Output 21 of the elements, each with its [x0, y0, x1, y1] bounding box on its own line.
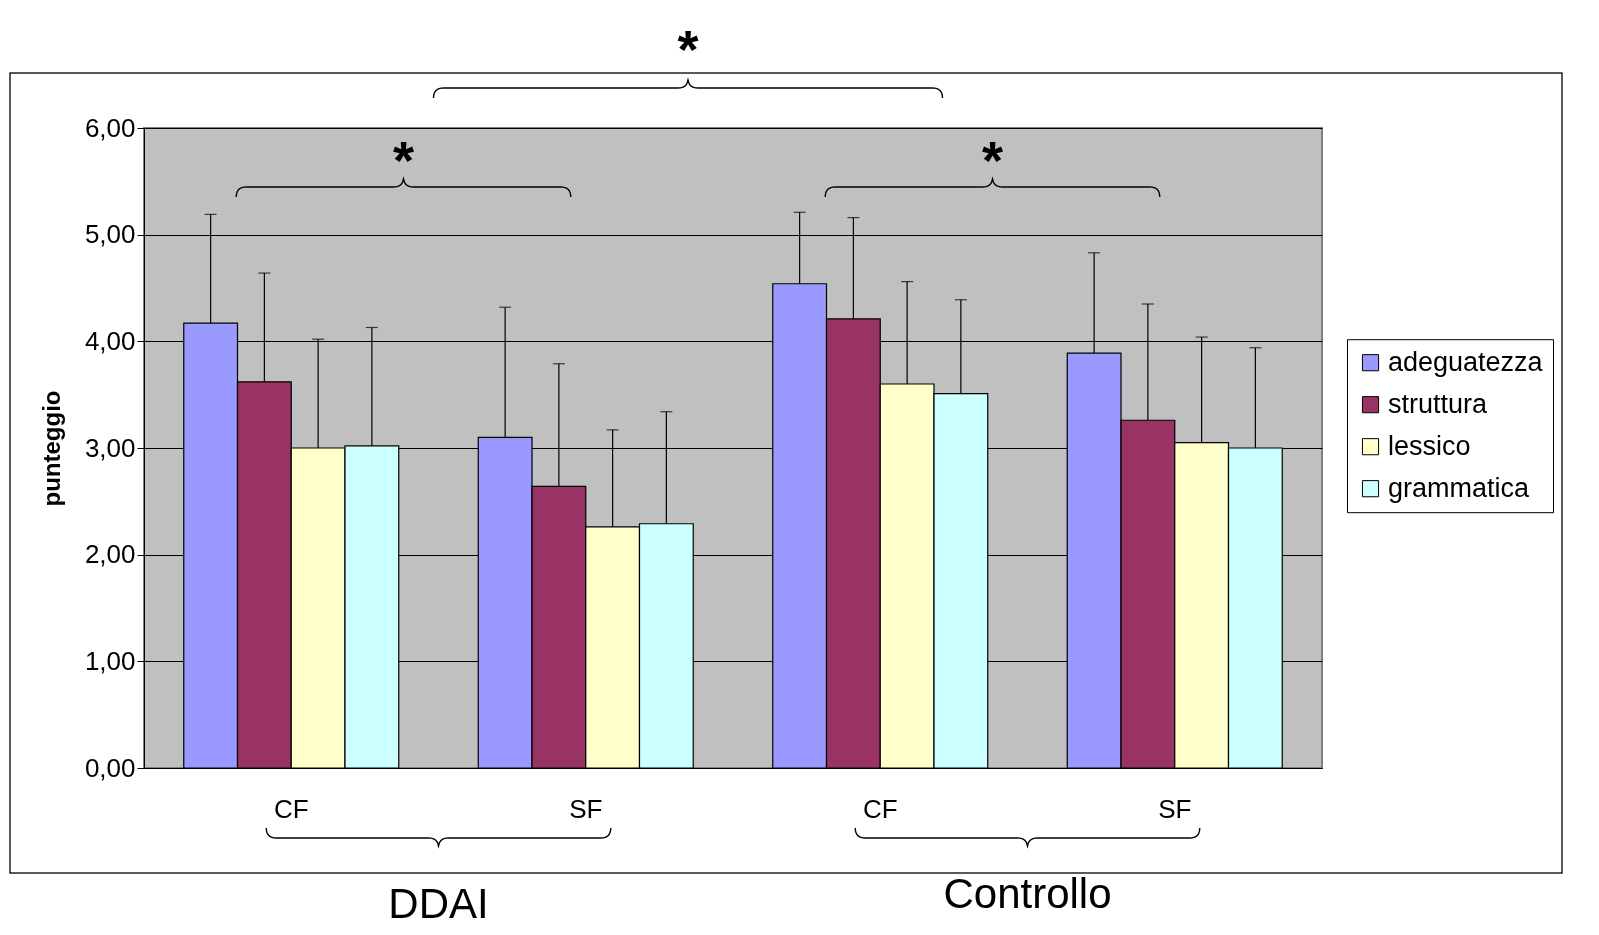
text: * — [677, 19, 699, 79]
text: DDAI — [388, 880, 489, 927]
x-tick-label: CF — [862, 793, 898, 824]
x-tick-label: CF — [273, 793, 309, 824]
text: Controllo — [943, 870, 1112, 917]
legend-label: grammatica — [1388, 472, 1531, 503]
y-tick-label: 3,00 — [84, 432, 136, 463]
legend-label: adeguatezza — [1388, 346, 1544, 377]
y-tick-label: 4,00 — [84, 325, 136, 356]
annotation: * — [981, 130, 1004, 190]
y-tick-label: 2,00 — [84, 539, 136, 570]
legend-label: lessico — [1388, 430, 1471, 461]
x-tick-label: SF — [569, 793, 603, 824]
legend-label: struttura — [1388, 388, 1489, 419]
y-tick-label: 6,00 — [84, 112, 136, 143]
y-tick-label: 0,00 — [84, 752, 136, 783]
annotation: * — [392, 130, 415, 190]
y-tick-label: 1,00 — [84, 645, 136, 676]
y-tick-label: 5,00 — [84, 219, 136, 250]
y-axis-title: punteggio — [37, 390, 65, 507]
x-tick-label: SF — [1158, 793, 1192, 824]
